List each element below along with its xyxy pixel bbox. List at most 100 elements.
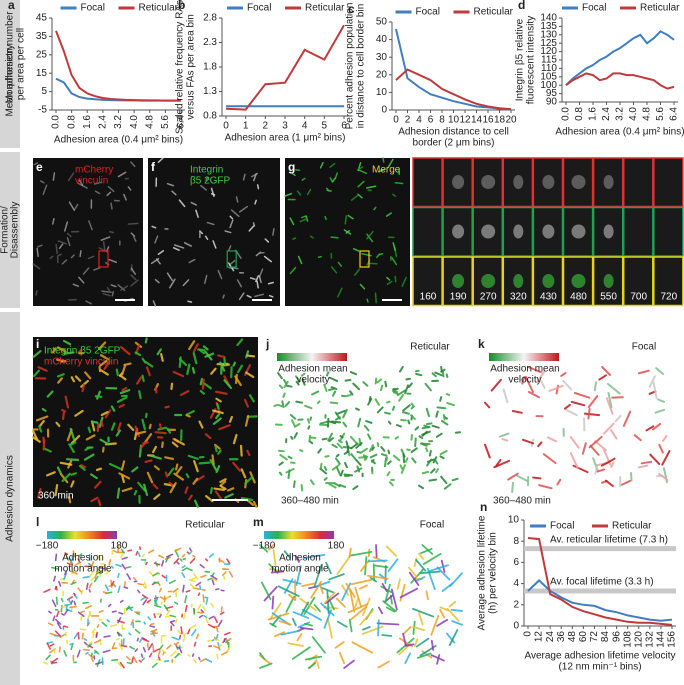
texture (193, 460, 199, 473)
texture (136, 612, 140, 615)
texture (141, 418, 146, 431)
y-tick-label: 100 (540, 80, 557, 91)
texture (199, 563, 205, 569)
texture (594, 440, 607, 452)
texture (64, 395, 70, 409)
texture (69, 605, 77, 609)
texture (377, 619, 380, 637)
texture (80, 589, 84, 595)
y-tick-label: 20 (376, 69, 388, 80)
y-tick-label: -5 (38, 105, 47, 116)
texture (195, 475, 205, 482)
texture (78, 553, 83, 557)
time-label: 360–480 min (281, 496, 339, 507)
texture (146, 471, 154, 484)
texture (395, 424, 402, 428)
texture (441, 370, 445, 378)
texture (352, 382, 361, 391)
panel-letter: a (8, 0, 15, 12)
texture (415, 637, 430, 648)
texture (344, 462, 348, 469)
texture (108, 558, 112, 566)
texture (99, 368, 109, 376)
texture (572, 464, 589, 474)
texture (587, 407, 591, 420)
texture (415, 372, 423, 377)
texture (245, 371, 255, 379)
y-tick-label: 10 (508, 515, 520, 526)
y-axis-label: per area per cell (16, 28, 27, 100)
texture (263, 255, 273, 263)
texture (564, 403, 571, 410)
map-title: Focal (632, 342, 656, 353)
texture (89, 571, 94, 578)
texture (147, 642, 154, 651)
texture (548, 384, 564, 392)
texture (239, 205, 249, 213)
texture (439, 606, 450, 612)
texture (157, 656, 161, 661)
roi-box (98, 250, 109, 268)
legend-label: Reticular (305, 3, 345, 14)
texture (400, 464, 407, 474)
texture (337, 287, 343, 298)
spot (571, 274, 586, 288)
texture (88, 610, 92, 616)
texture (158, 644, 164, 651)
texture (288, 593, 296, 602)
texture (351, 641, 374, 654)
texture (173, 472, 185, 481)
texture (654, 408, 666, 414)
texture (203, 614, 208, 619)
texture (331, 464, 340, 471)
texture (150, 632, 159, 635)
frame (622, 157, 654, 208)
x-tick-label: 8 (439, 115, 445, 126)
texture (352, 485, 359, 491)
texture (152, 648, 160, 653)
texture (277, 449, 285, 453)
texture (309, 479, 315, 486)
texture (331, 443, 338, 449)
texture (182, 584, 185, 593)
texture (73, 600, 77, 606)
y-axis-label: Integrin β5 relative (515, 18, 526, 101)
texture (217, 449, 222, 455)
x-tick-label: 0.0 (51, 115, 62, 129)
texture (173, 244, 185, 249)
panel-letter: i (36, 337, 39, 351)
texture (428, 450, 432, 457)
y-tick-label: 0 (381, 105, 387, 116)
texture (377, 168, 386, 173)
texture (79, 250, 82, 258)
texture (439, 608, 446, 619)
texture (418, 552, 424, 560)
texture (237, 364, 244, 374)
texture (171, 441, 179, 448)
texture (154, 431, 167, 435)
texture (64, 221, 69, 232)
texture (343, 229, 352, 235)
texture (95, 467, 102, 472)
legend-label: Focal (247, 3, 271, 14)
texture (186, 410, 195, 416)
texture (175, 466, 183, 475)
texture (320, 586, 334, 594)
texture (130, 619, 134, 626)
texture (295, 565, 302, 587)
texture (330, 236, 339, 239)
texture (139, 636, 144, 643)
texture (199, 389, 205, 395)
texture (374, 377, 378, 385)
texture (118, 403, 125, 408)
texture (602, 422, 615, 435)
texture (46, 642, 51, 650)
texture (135, 550, 139, 556)
texture (187, 568, 193, 572)
texture (94, 573, 98, 579)
texture (180, 626, 183, 635)
texture (255, 275, 260, 283)
texture (217, 269, 223, 280)
texture (387, 449, 391, 455)
texture (211, 577, 218, 582)
